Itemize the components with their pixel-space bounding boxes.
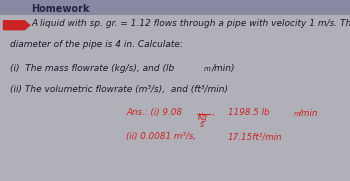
Text: s: s (200, 120, 204, 129)
Text: 1198.5 lb: 1198.5 lb (228, 108, 269, 117)
Text: m: m (204, 66, 211, 72)
Text: (ii) 0.0081 m³/s,: (ii) 0.0081 m³/s, (126, 132, 196, 141)
Text: ,: , (211, 108, 213, 117)
Text: /min: /min (299, 108, 318, 117)
Text: diameter of the pipe is 4 in. Calculate:: diameter of the pipe is 4 in. Calculate: (10, 40, 183, 49)
Text: Kg: Kg (198, 113, 208, 122)
Text: 17.15ft³/min: 17.15ft³/min (228, 132, 282, 141)
Polygon shape (4, 21, 30, 30)
Text: (i)  The mass flowrate (kg/s), and (lb: (i) The mass flowrate (kg/s), and (lb (10, 64, 175, 73)
Text: A liquid with sp. gr. = 1.12 flows through a pipe with velocity 1 m/s. The: A liquid with sp. gr. = 1.12 flows throu… (32, 19, 350, 28)
Text: /min): /min) (212, 64, 235, 73)
Text: m: m (293, 111, 300, 117)
Text: (ii) The volumetric flowrate (m³/s),  and (ft³/min): (ii) The volumetric flowrate (m³/s), and… (10, 85, 229, 94)
Bar (0, 0, 350, 15)
Text: Ans.: (i) 9.08: Ans.: (i) 9.08 (126, 108, 185, 117)
Text: Homework: Homework (32, 5, 90, 14)
